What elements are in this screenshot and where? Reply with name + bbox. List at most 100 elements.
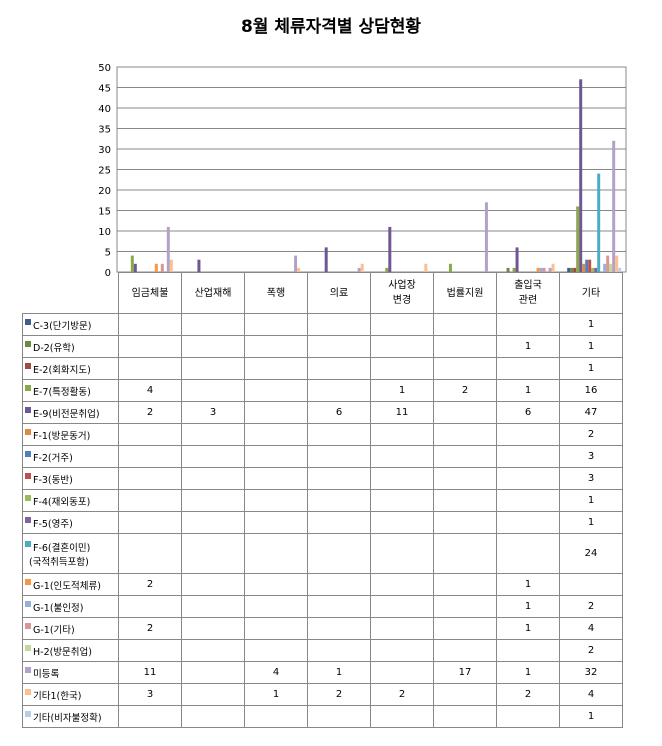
data-cell — [496, 705, 560, 728]
legend-swatch — [25, 494, 31, 501]
bar — [612, 140, 616, 272]
data-cell — [370, 423, 434, 446]
data-cell — [118, 533, 182, 574]
category-label: 기타 — [559, 272, 623, 314]
data-cell — [433, 511, 497, 534]
legend-entry: F-1(방문동거) — [22, 423, 119, 446]
legend-entry: 미등록 — [22, 661, 119, 684]
data-cell: 1 — [307, 661, 371, 684]
data-cell — [181, 617, 245, 640]
table-row: 기타1(한국) 3 1 2 2 2 4 — [22, 683, 623, 706]
data-cell — [307, 423, 371, 446]
data-cell — [118, 445, 182, 468]
data-cell — [244, 573, 308, 596]
data-cell: 1 — [244, 683, 308, 706]
data-cell — [433, 467, 497, 490]
table-row: F-1(방문동거) 2 — [22, 423, 623, 446]
legend-swatch — [25, 688, 31, 695]
bar — [160, 263, 164, 272]
data-cell: 1 — [496, 617, 560, 640]
data-cell — [370, 489, 434, 512]
data-cell — [433, 595, 497, 618]
legend-label: H-2(방문취업) — [33, 646, 92, 658]
legend-entry: F-3(동반) — [22, 467, 119, 490]
data-cell: 1 — [559, 335, 623, 358]
data-cell — [433, 639, 497, 662]
bar — [515, 247, 519, 272]
data-cell: 3 — [181, 401, 245, 424]
data-cell: 2 — [370, 683, 434, 706]
legend-label: C-3(단기방문) — [33, 320, 92, 332]
y-tick-label: 20 — [98, 186, 111, 197]
legend-label: 기타1(한국) — [33, 690, 82, 702]
data-cell: 1 — [559, 313, 623, 336]
data-cell — [244, 511, 308, 534]
table-row: F-3(동반) 3 — [22, 467, 623, 490]
data-cell: 3 — [118, 683, 182, 706]
data-cell: 11 — [370, 401, 434, 424]
data-cell: 4 — [244, 661, 308, 684]
data-cell: 1 — [559, 705, 623, 728]
legend-label: F-4(재외동포) — [33, 496, 91, 508]
data-cell — [307, 489, 371, 512]
data-cell: 11 — [118, 661, 182, 684]
legend-swatch — [25, 428, 31, 435]
data-cell — [181, 467, 245, 490]
bar — [597, 173, 601, 272]
category-label: 산업재해 — [181, 272, 245, 314]
data-cell: 4 — [559, 683, 623, 706]
data-cell: 1 — [496, 335, 560, 358]
legend-entry: F-2(거주) — [22, 445, 119, 468]
bar — [385, 267, 389, 272]
category-label: 의료 — [307, 272, 371, 314]
data-cell — [496, 533, 560, 574]
data-cell — [496, 445, 560, 468]
data-cell — [118, 595, 182, 618]
data-cell: 47 — [559, 401, 623, 424]
data-cell — [181, 683, 245, 706]
data-cell — [181, 533, 245, 574]
data-cell — [181, 313, 245, 336]
data-cell — [181, 445, 245, 468]
data-cell: 1 — [496, 661, 560, 684]
chart-title: 8월 체류자격별 상담현황 — [240, 17, 422, 37]
data-cell — [496, 639, 560, 662]
data-cell — [181, 511, 245, 534]
data-table: 임금체불 산업재해 폭행 의료 사업장 변경 법률지원 출입국 관련 기타 C-3(단기방문) 1 D-… — [22, 272, 623, 728]
legend-label: F-5(영주) — [33, 518, 73, 530]
data-cell — [307, 313, 371, 336]
data-cell — [433, 423, 497, 446]
data-cell: 24 — [559, 533, 623, 574]
legend-label: F-1(방문동거) — [33, 430, 91, 442]
bar — [297, 267, 301, 272]
data-cell — [118, 357, 182, 380]
data-cell: 6 — [307, 401, 371, 424]
table-corner — [22, 272, 119, 314]
data-cell — [181, 335, 245, 358]
data-cell — [181, 573, 245, 596]
data-cell — [244, 533, 308, 574]
legend-swatch — [25, 516, 31, 523]
bar — [324, 247, 328, 272]
data-cell — [433, 533, 497, 574]
data-cell — [496, 467, 560, 490]
legend-entry: E-9(비전문취업) — [22, 401, 119, 424]
data-cell — [370, 467, 434, 490]
data-cell — [244, 401, 308, 424]
data-cell — [370, 705, 434, 728]
bar — [615, 255, 619, 272]
legend-entry: C-3(단기방문) — [22, 313, 119, 336]
data-cell — [244, 705, 308, 728]
legend-label: G-1(기타) — [33, 624, 75, 636]
data-cell — [496, 357, 560, 380]
data-cell — [244, 445, 308, 468]
data-cell — [433, 617, 497, 640]
legend-label: F-6(결혼이민) — [33, 542, 91, 554]
category-label: 폭행 — [244, 272, 308, 314]
data-cell — [307, 445, 371, 468]
data-cell — [118, 335, 182, 358]
bar — [542, 267, 546, 272]
bar — [169, 259, 173, 272]
data-cell — [433, 489, 497, 512]
